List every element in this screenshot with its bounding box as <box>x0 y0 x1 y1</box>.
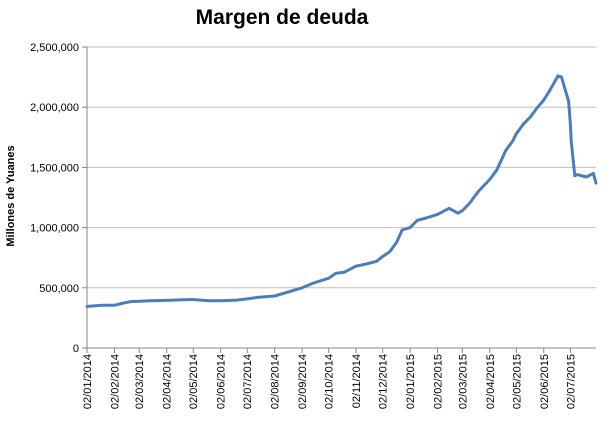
data-point <box>595 182 597 184</box>
data-point <box>477 190 479 193</box>
x-tick-label: 02/01/2014 <box>82 354 94 409</box>
x-tick-label: 02/12/2014 <box>378 354 390 409</box>
y-tick-label: 2,000,000 <box>30 102 79 114</box>
data-point <box>138 300 140 302</box>
series-line <box>85 74 598 308</box>
data-point <box>512 140 514 142</box>
y-tick-label: 1,000,000 <box>30 223 79 235</box>
data-point <box>574 175 576 177</box>
data-point <box>568 100 570 102</box>
data-point <box>515 133 517 135</box>
x-tick-label: 02/03/2014 <box>134 354 146 409</box>
data-point <box>182 299 184 301</box>
data-point <box>529 116 532 118</box>
data-point <box>120 302 123 305</box>
data-point <box>522 123 525 125</box>
data-point <box>274 295 276 297</box>
data-point <box>129 301 131 303</box>
x-tick-label: 02/05/2014 <box>188 354 200 409</box>
data-point <box>552 84 554 87</box>
x-tick-label: 02/06/2014 <box>216 354 228 409</box>
data-point <box>285 292 287 294</box>
data-point <box>409 227 411 229</box>
data-point <box>444 210 446 212</box>
data-point <box>220 300 222 302</box>
data-point <box>355 265 357 267</box>
data-point <box>557 75 559 77</box>
data-point <box>536 107 538 109</box>
data-point <box>328 277 330 279</box>
y-tick-label: 0 <box>73 343 79 355</box>
data-point <box>569 122 571 124</box>
x-tick-label: 02/06/2015 <box>539 354 551 409</box>
data-point <box>313 282 315 284</box>
x-tick-labels: 02/01/2014 02/02/2014 02/03/2014 02/04/2014… <box>82 348 577 409</box>
x-tick-label: 02/05/2015 <box>511 354 523 409</box>
data-point <box>416 219 418 221</box>
data-point <box>375 260 378 262</box>
x-tick-label: 02/11/2014 <box>351 354 363 408</box>
x-tick-label: 02/09/2014 <box>297 354 309 409</box>
data-point <box>496 169 498 171</box>
data-point <box>401 229 403 231</box>
x-tick-label: 02/04/2014 <box>162 354 174 409</box>
data-point <box>461 210 463 212</box>
data-point <box>367 263 369 265</box>
data-point <box>335 272 337 274</box>
gridlines <box>87 46 596 289</box>
y-tick-label: 500,000 <box>39 283 79 295</box>
data-point <box>301 287 303 289</box>
data-point <box>382 255 384 258</box>
x-tick-label: 02/10/2014 <box>324 354 336 409</box>
data-point <box>396 241 398 243</box>
axes <box>86 47 596 349</box>
x-tick-label: 02/08/2014 <box>270 354 282 409</box>
data-point <box>102 304 104 306</box>
data-point <box>548 90 550 93</box>
data-point <box>246 298 248 300</box>
y-tick-label: 2,500,000 <box>30 42 79 54</box>
data-point <box>560 76 563 78</box>
data-point <box>113 304 115 306</box>
y-tick-labels: 0 500,000 1,000,000 1,500,000 2,000,000 2,500… <box>30 42 87 355</box>
data-point <box>436 213 439 215</box>
data-point <box>166 299 168 301</box>
x-tick-label: 02/07/2015 <box>565 354 577 409</box>
data-point <box>468 202 470 205</box>
data-point <box>592 172 594 174</box>
x-tick-label: 02/02/2015 <box>433 354 445 409</box>
x-tick-label: 02/07/2014 <box>242 354 254 409</box>
data-point <box>86 305 88 308</box>
data-point <box>425 217 427 219</box>
series-layer <box>85 74 598 308</box>
x-tick-label: 02/03/2015 <box>457 354 469 409</box>
y-axis-label: Millones de Yuanes <box>5 145 17 246</box>
data-point <box>199 299 201 301</box>
data-point <box>208 300 210 302</box>
data-point <box>457 212 459 214</box>
data-point <box>564 88 566 90</box>
data-point <box>89 305 92 307</box>
chart-title: Margen de deuda <box>196 6 369 29</box>
data-point <box>576 174 579 176</box>
x-tick-label: 02/02/2014 <box>109 354 121 409</box>
data-point <box>585 176 587 178</box>
data-point <box>543 99 545 101</box>
data-point <box>554 80 556 82</box>
data-point <box>570 140 572 142</box>
data-point <box>236 299 238 301</box>
data-point <box>505 149 507 152</box>
data-point <box>389 251 391 253</box>
data-point <box>500 159 502 161</box>
data-point <box>344 271 346 273</box>
data-point <box>150 300 152 302</box>
data-point <box>192 298 194 301</box>
data-point <box>258 296 260 298</box>
data-point <box>489 178 491 180</box>
data-point <box>448 207 450 209</box>
y-tick-label: 1,500,000 <box>30 162 79 174</box>
x-tick-label: 02/04/2015 <box>485 354 497 409</box>
x-tick-label: 02/01/2015 <box>405 354 417 409</box>
